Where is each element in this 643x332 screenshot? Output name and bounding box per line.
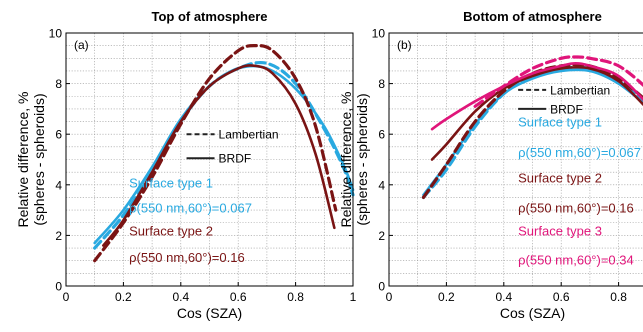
y-tick-label: 4 — [55, 178, 62, 192]
x-tick-label: 0 — [386, 290, 393, 304]
gridlines — [389, 33, 643, 286]
annotation-text: Surface type 3 — [518, 223, 602, 238]
y-tick-label: 0 — [378, 280, 385, 294]
panel-a: 0 2 4 6 8 10 0 0.2 0.4 0.6 0.8 1 Top of atmosphere (a… — [15, 9, 357, 321]
plot-frame — [65, 32, 354, 287]
x-tick-label: 0.8 — [287, 290, 304, 304]
series-line-surface-3-lambertian — [473, 55, 643, 108]
legend-label: Lambertian — [219, 128, 279, 142]
chart-title: Bottom of atmosphere — [463, 9, 602, 24]
annotation-text: ρ(550 nm,60°)=0.067 — [518, 145, 641, 160]
y-axis-label-sub: (spheres - spheroids) — [354, 93, 370, 225]
panel-b: 0 2 4 6 8 10 0 0.2 0.4 0.6 0.8 Bottom of atmosphere… — [338, 9, 643, 321]
series-group — [93, 44, 355, 263]
annotation-text: ρ(550 nm,60°)=0.16 — [129, 250, 245, 265]
y-tick-label: 8 — [55, 77, 62, 91]
legend-label: Lambertian — [550, 83, 610, 97]
y-tick-label: 2 — [378, 229, 385, 243]
y-tick-label: 2 — [55, 229, 62, 243]
annotation-text: ρ(550 nm,60°)=0.34 — [518, 252, 634, 267]
y-tick-label: 10 — [372, 27, 386, 41]
x-tick-label: 0 — [63, 290, 70, 304]
legend-label: BRDF — [550, 102, 583, 116]
panel-label: (a) — [74, 38, 89, 52]
annotation-text: ρ(550 nm,60°)=0.067 — [129, 201, 252, 216]
x-tick-label: 0.2 — [438, 290, 455, 304]
x-tick-label: 1 — [350, 290, 357, 304]
series-line-surface-2-lambertian — [93, 44, 338, 263]
annotation-text: Surface type 2 — [518, 170, 602, 185]
panel-label: (b) — [397, 38, 412, 52]
axis-ticks — [388, 32, 620, 287]
y-tick-label: 0 — [55, 280, 62, 294]
series-group — [421, 55, 643, 200]
y-tick-label: 6 — [55, 128, 62, 142]
plot-frame — [388, 32, 643, 287]
y-tick-label: 10 — [49, 27, 63, 41]
legend-label: BRDF — [219, 152, 252, 166]
y-tick-label: 4 — [378, 178, 385, 192]
x-axis-label: Cos (SZA) — [500, 305, 565, 321]
annotation-text: Surface type 1 — [129, 175, 213, 190]
series-line-surface-3-brdf — [430, 62, 643, 131]
chart-title: Top of atmosphere — [151, 9, 267, 24]
y-axis-label: Relative difference, % — [15, 92, 31, 228]
y-tick-label: 8 — [378, 77, 385, 91]
y-axis-label-sub: (spheres - spheroids) — [31, 93, 47, 225]
x-axis-label: Cos (SZA) — [177, 305, 242, 321]
x-tick-label: 0.8 — [610, 290, 627, 304]
x-tick-label: 0.2 — [115, 290, 132, 304]
series-line-surface-2-brdf — [102, 64, 336, 247]
y-tick-label: 6 — [378, 128, 385, 142]
series-line-surface-2-brdf — [430, 65, 643, 161]
x-tick-label: 0.6 — [553, 290, 570, 304]
y-axis-label: Relative difference, % — [338, 92, 354, 228]
annotation-text: Surface type 2 — [129, 223, 213, 238]
axis-ticks — [65, 32, 354, 287]
x-tick-label: 0.4 — [495, 290, 512, 304]
annotation-text: ρ(550 nm,60°)=0.16 — [518, 201, 634, 216]
x-tick-label: 0.6 — [230, 290, 247, 304]
x-tick-label: 0.4 — [172, 290, 189, 304]
annotation-text: Surface type 1 — [518, 115, 602, 130]
gridlines — [66, 33, 354, 286]
